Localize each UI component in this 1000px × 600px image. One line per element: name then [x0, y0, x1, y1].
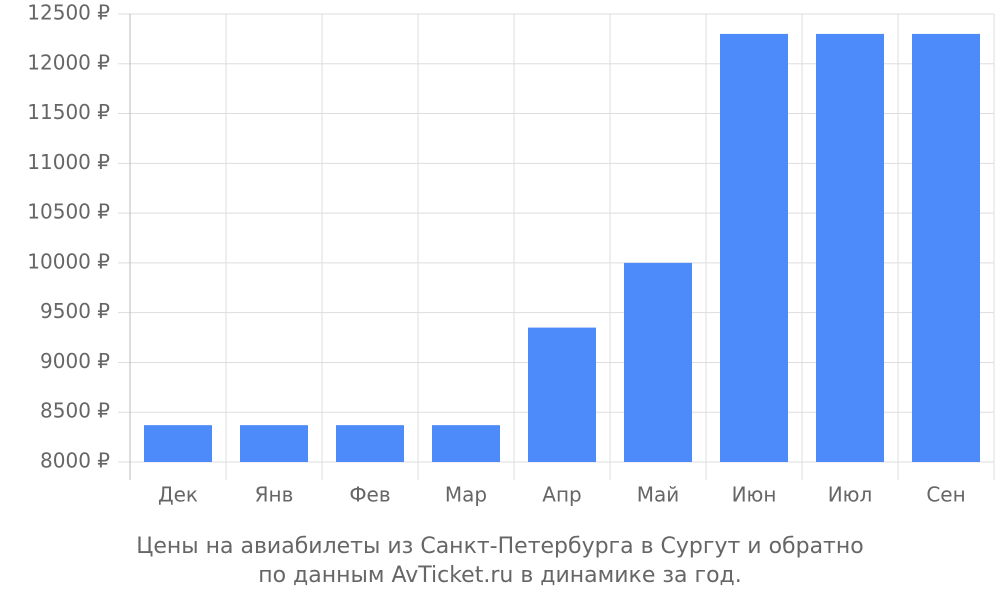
y-tick-label: 9500 ₽ [40, 299, 110, 323]
x-tick-label: Июл [828, 483, 873, 507]
x-tick-label: Май [637, 483, 680, 507]
y-tick-label: 12000 ₽ [27, 50, 110, 74]
y-tick-label: 11000 ₽ [27, 150, 110, 174]
y-tick-label: 12500 ₽ [27, 1, 110, 25]
x-tick-label: Фев [349, 483, 390, 507]
y-tick-label: 11500 ₽ [27, 100, 110, 124]
bar [432, 425, 500, 462]
caption: Цены на авиабилеты из Санкт-Петербурга в… [136, 534, 863, 559]
y-tick-label: 10000 ₽ [27, 249, 110, 273]
bar [144, 425, 212, 462]
x-tick-label: Апр [542, 483, 581, 507]
bar [720, 33, 788, 463]
y-tick-label: 8500 ₽ [40, 399, 110, 423]
bar [240, 425, 308, 462]
bar [624, 262, 692, 462]
y-tick-label: 10500 ₽ [27, 200, 110, 224]
bar [912, 33, 980, 463]
x-tick-label: Июн [732, 483, 777, 507]
y-tick-label: 8000 ₽ [40, 449, 110, 473]
caption: по данным AvTicket.ru в динамике за год. [258, 563, 742, 588]
x-tick-label: Дек [158, 483, 198, 507]
x-tick-label: Мар [445, 483, 487, 507]
y-tick-label: 9000 ₽ [40, 349, 110, 373]
x-tick-label: Сен [926, 483, 965, 507]
bar [336, 425, 404, 462]
bar [816, 33, 884, 463]
x-tick-label: Янв [255, 483, 294, 507]
bar [528, 327, 596, 462]
